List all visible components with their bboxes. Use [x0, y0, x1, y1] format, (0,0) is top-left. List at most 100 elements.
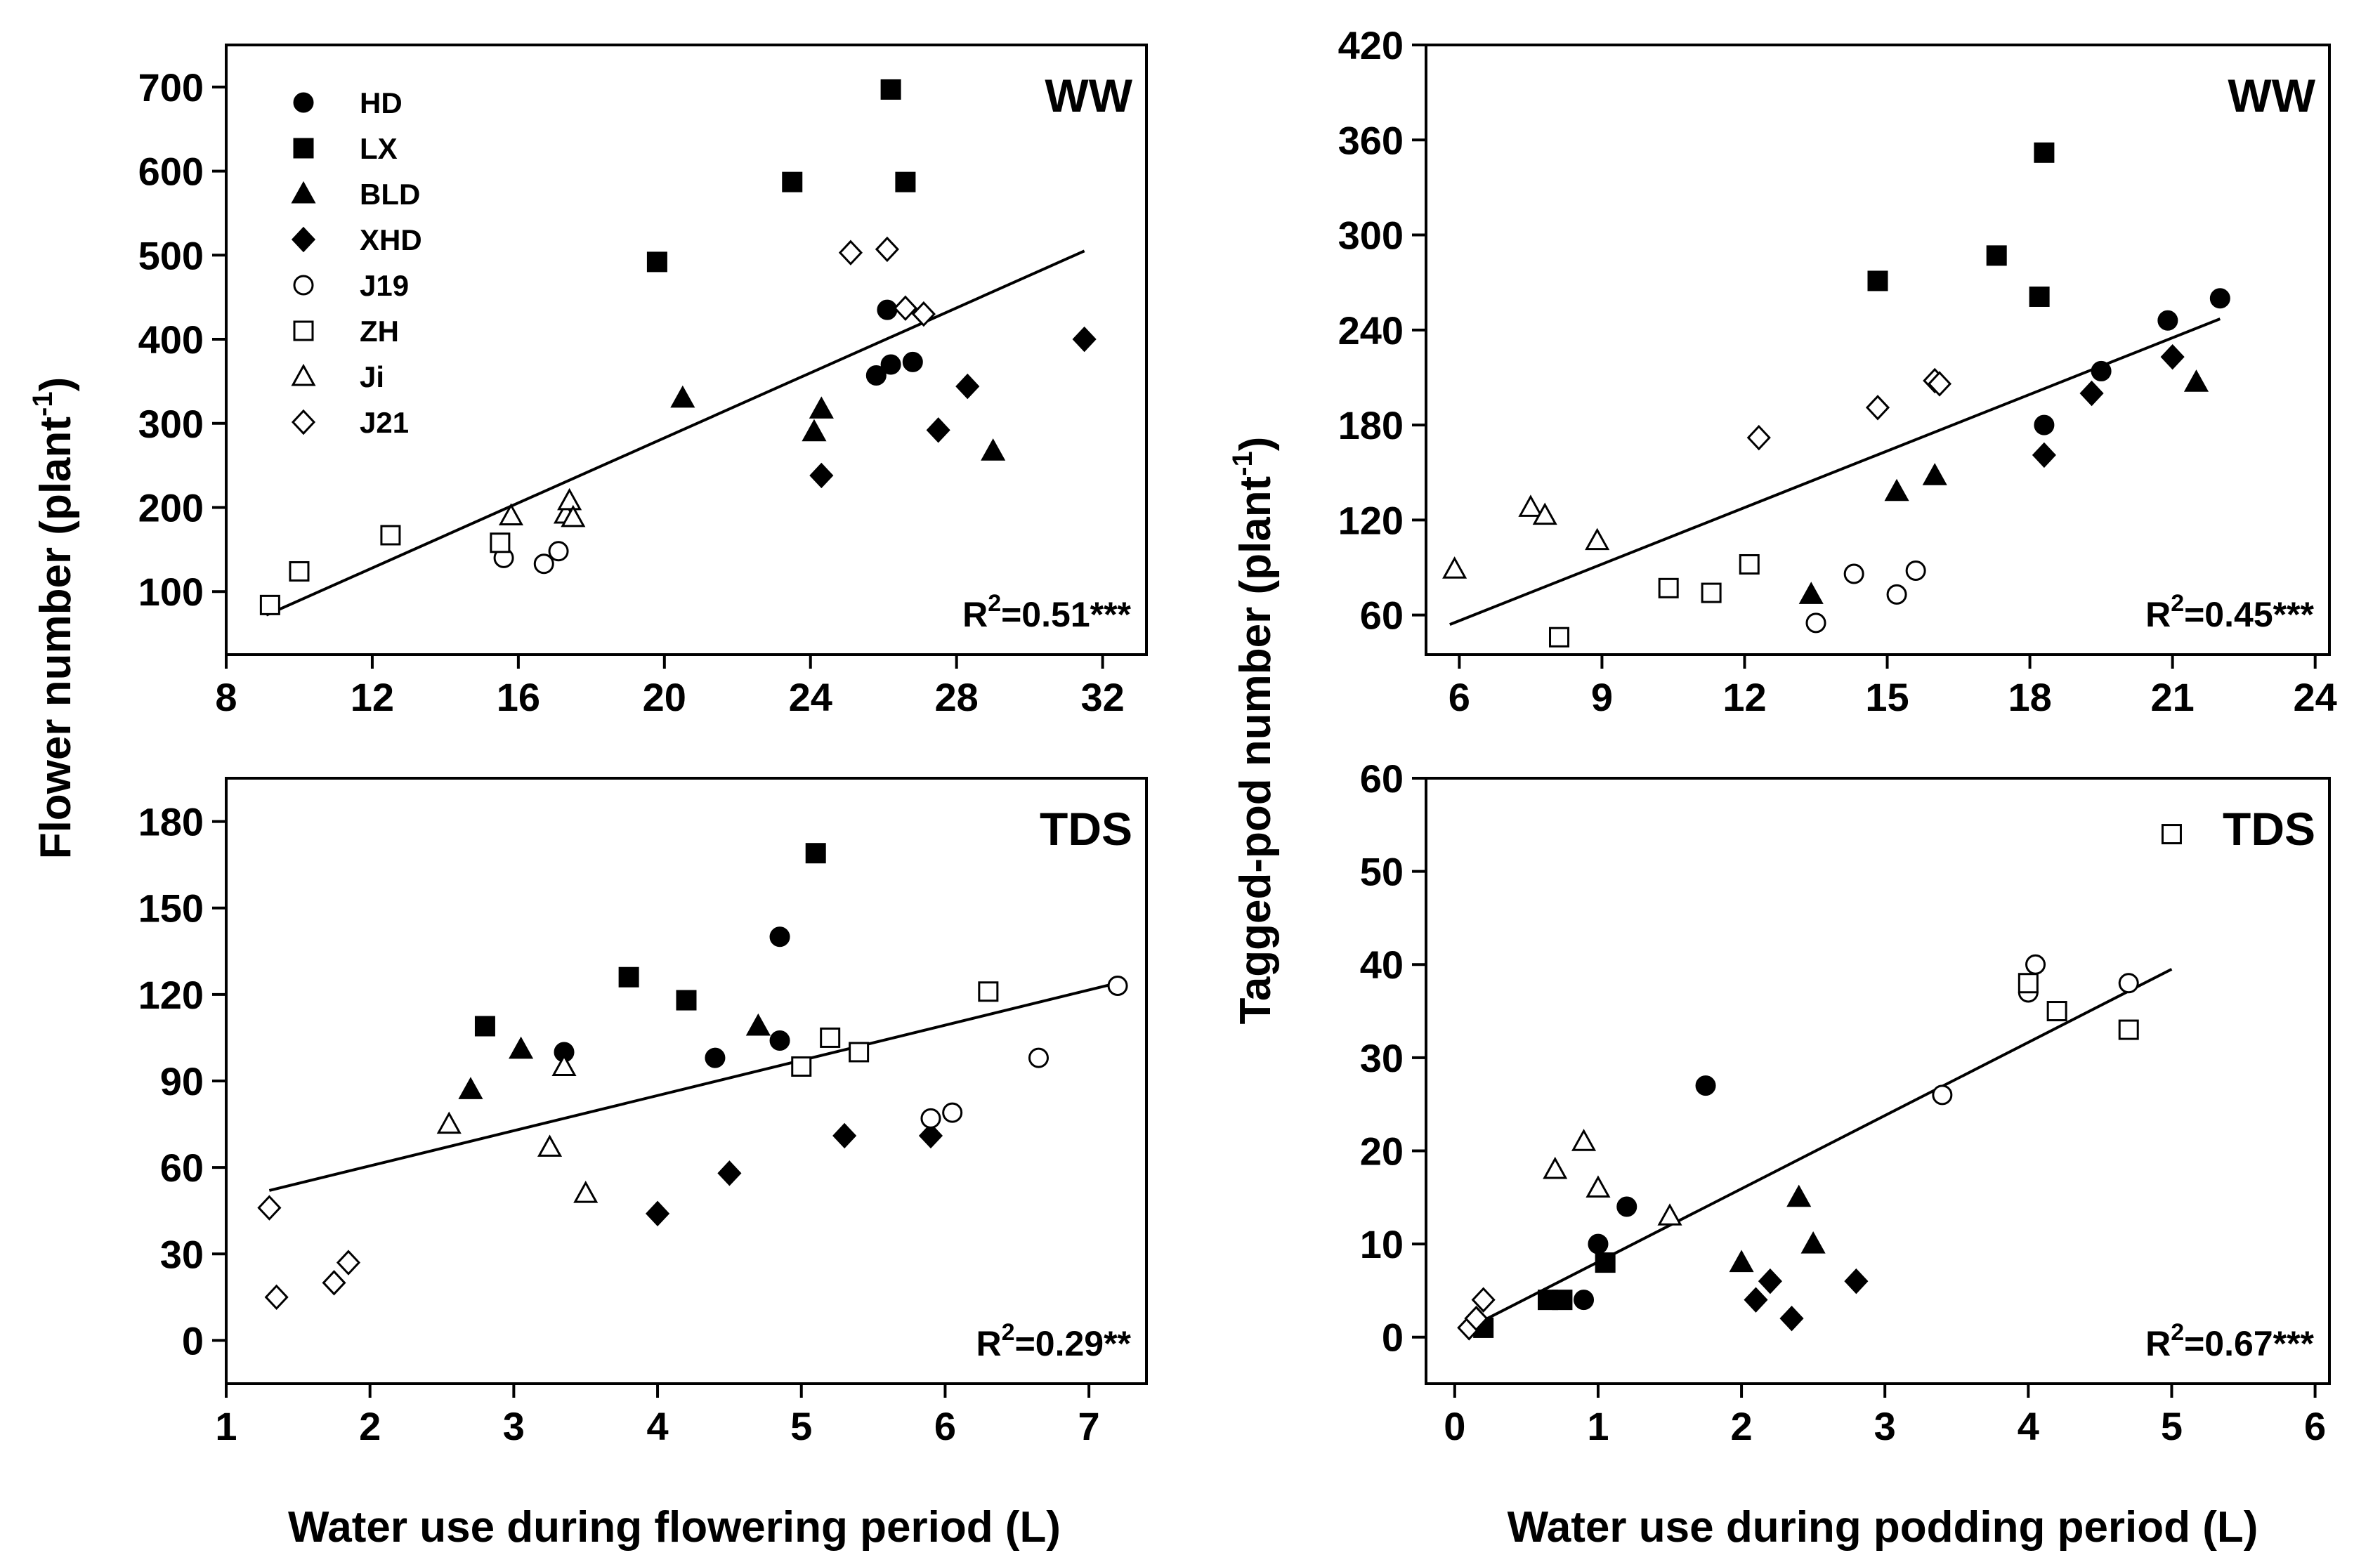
- panel-tds-flower: 1 2 3 4 5 6 7 0 30 60 90 120 150 180 TDS R2=0.29**: [138, 777, 1148, 1448]
- data-point-j19: [1886, 584, 1907, 605]
- y-tick-label: 40: [1360, 943, 1404, 987]
- data-point-ji: [498, 503, 524, 525]
- data-point-lx: [805, 843, 826, 864]
- y-tick-label: 0: [1382, 1316, 1404, 1360]
- data-point-zh: [978, 981, 999, 1002]
- data-point-hd: [865, 365, 887, 386]
- data-point-hd: [1616, 1196, 1637, 1217]
- regression-line: [266, 249, 1085, 617]
- data-point-j21: [1927, 371, 1952, 397]
- data-point-hd: [1588, 1233, 1609, 1254]
- data-point-zh: [820, 1027, 841, 1048]
- data-point-hd: [1574, 1290, 1595, 1311]
- panel-label: WW: [1045, 70, 1132, 122]
- data-point-zh: [791, 1056, 812, 1077]
- x-tick-label: 20: [643, 675, 686, 719]
- data-point-zh: [1739, 553, 1760, 575]
- data-point-ji: [436, 1111, 462, 1134]
- x-tick-label: 9: [1591, 675, 1613, 719]
- data-point-j19: [548, 541, 569, 562]
- x-tick-label: 6: [1449, 675, 1470, 719]
- y-tick-label: 30: [1360, 1036, 1404, 1080]
- y-tick-label: 50: [1360, 850, 1404, 894]
- data-point-lx: [880, 79, 901, 100]
- data-point-hd: [769, 926, 790, 948]
- legend-label-xhd: XHD: [360, 223, 422, 256]
- panel-label: TDS: [2223, 803, 2315, 855]
- data-point-j21: [911, 301, 936, 327]
- y-tick-label: 600: [138, 150, 204, 194]
- data-point-hd: [880, 354, 901, 375]
- legend: HD LX BLD XHD J19 ZH Ji J21: [291, 86, 422, 439]
- data-point-xhd: [2079, 380, 2104, 407]
- data-point-zh: [2018, 973, 2039, 994]
- data-point-bld: [802, 419, 827, 442]
- data-point-j19: [1805, 612, 1826, 634]
- data-point-zh: [2118, 1019, 2139, 1040]
- data-point-hd: [902, 351, 923, 372]
- legend-label-ji: Ji: [360, 360, 384, 393]
- x-tick-label: 4: [646, 1404, 668, 1448]
- regression-line: [268, 981, 1118, 1192]
- data-point-xhd: [1758, 1268, 1782, 1294]
- x-tick-label: 32: [1080, 675, 1124, 719]
- panel-ww-flower: 8 12 16 20 24 28 32 100 200 300 400 500 600 700 WW R2=0…: [138, 44, 1148, 719]
- data-point-hd: [2091, 360, 2112, 381]
- data-point-zh: [1658, 577, 1679, 598]
- data-point-lx: [2034, 142, 2055, 163]
- data-point-lx: [1595, 1252, 1616, 1273]
- data-point-bld: [809, 396, 834, 419]
- data-point-bld: [670, 385, 695, 408]
- y-tick-label: 300: [1338, 214, 1404, 258]
- data-point-j21: [875, 236, 899, 263]
- data-point-xhd: [2032, 442, 2056, 468]
- panel-label: WW: [2228, 70, 2315, 122]
- x-tick-label: 5: [2161, 1404, 2183, 1448]
- data-point-zh: [1701, 582, 1722, 603]
- x-tick-label: 8: [215, 675, 237, 719]
- data-point-ji: [1585, 527, 1610, 551]
- y-tick-label: 90: [160, 1059, 204, 1103]
- legend-marker-j19: [293, 275, 314, 296]
- legend-marker-j21: [291, 409, 316, 435]
- data-point-zh: [289, 560, 310, 582]
- data-point-zh: [490, 532, 511, 553]
- y-tick-label: 0: [182, 1318, 204, 1363]
- data-point-j19: [1932, 1084, 1953, 1106]
- data-point-xhd: [1779, 1305, 1804, 1332]
- data-point-ji: [551, 1054, 577, 1076]
- data-point-ji: [1657, 1203, 1682, 1226]
- data-point-lx: [1867, 270, 1888, 291]
- data-point-lx: [895, 171, 916, 192]
- data-point-ji: [1585, 1175, 1611, 1198]
- y-tick-label: 700: [138, 65, 204, 110]
- data-point-zh: [259, 594, 280, 615]
- y-tick-label: 100: [138, 570, 204, 614]
- data-point-xhd: [717, 1160, 742, 1186]
- data-point-bld: [745, 1013, 771, 1036]
- x-tick-label: 12: [351, 675, 394, 719]
- r-squared-label: R2=0.45***: [2145, 590, 2314, 634]
- plot-frame: [1425, 44, 2331, 656]
- data-point-lx: [676, 990, 697, 1011]
- panel-ww-pod: 6 9 12 15 18 21 24 60 120 180 240 300 360 420 WW R2=0.4…: [1338, 23, 2337, 719]
- data-point-bld: [1884, 478, 1909, 501]
- data-point-bld: [1729, 1250, 1754, 1273]
- r-squared-label: R2=0.29**: [976, 1319, 1132, 1363]
- left-x-axis-title: Water use during flowering period (L): [288, 1503, 1061, 1552]
- y-tick-label: 360: [1338, 118, 1404, 162]
- data-point-j19: [1905, 560, 1926, 582]
- y-tick-label: 60: [1360, 756, 1404, 801]
- x-tick-label: 2: [1731, 1404, 1753, 1448]
- data-point-xhd: [926, 417, 950, 443]
- data-point-xhd: [955, 373, 980, 400]
- x-tick-label: 15: [1865, 675, 1909, 719]
- data-point-j19: [2118, 973, 2139, 994]
- data-point-lx: [2029, 286, 2050, 307]
- y-tick-label: 60: [1360, 594, 1404, 638]
- x-tick-label: 21: [2150, 675, 2194, 719]
- right-x-axis-title: Water use during podding period (L): [1508, 1503, 2258, 1552]
- data-point-j19: [1107, 976, 1128, 997]
